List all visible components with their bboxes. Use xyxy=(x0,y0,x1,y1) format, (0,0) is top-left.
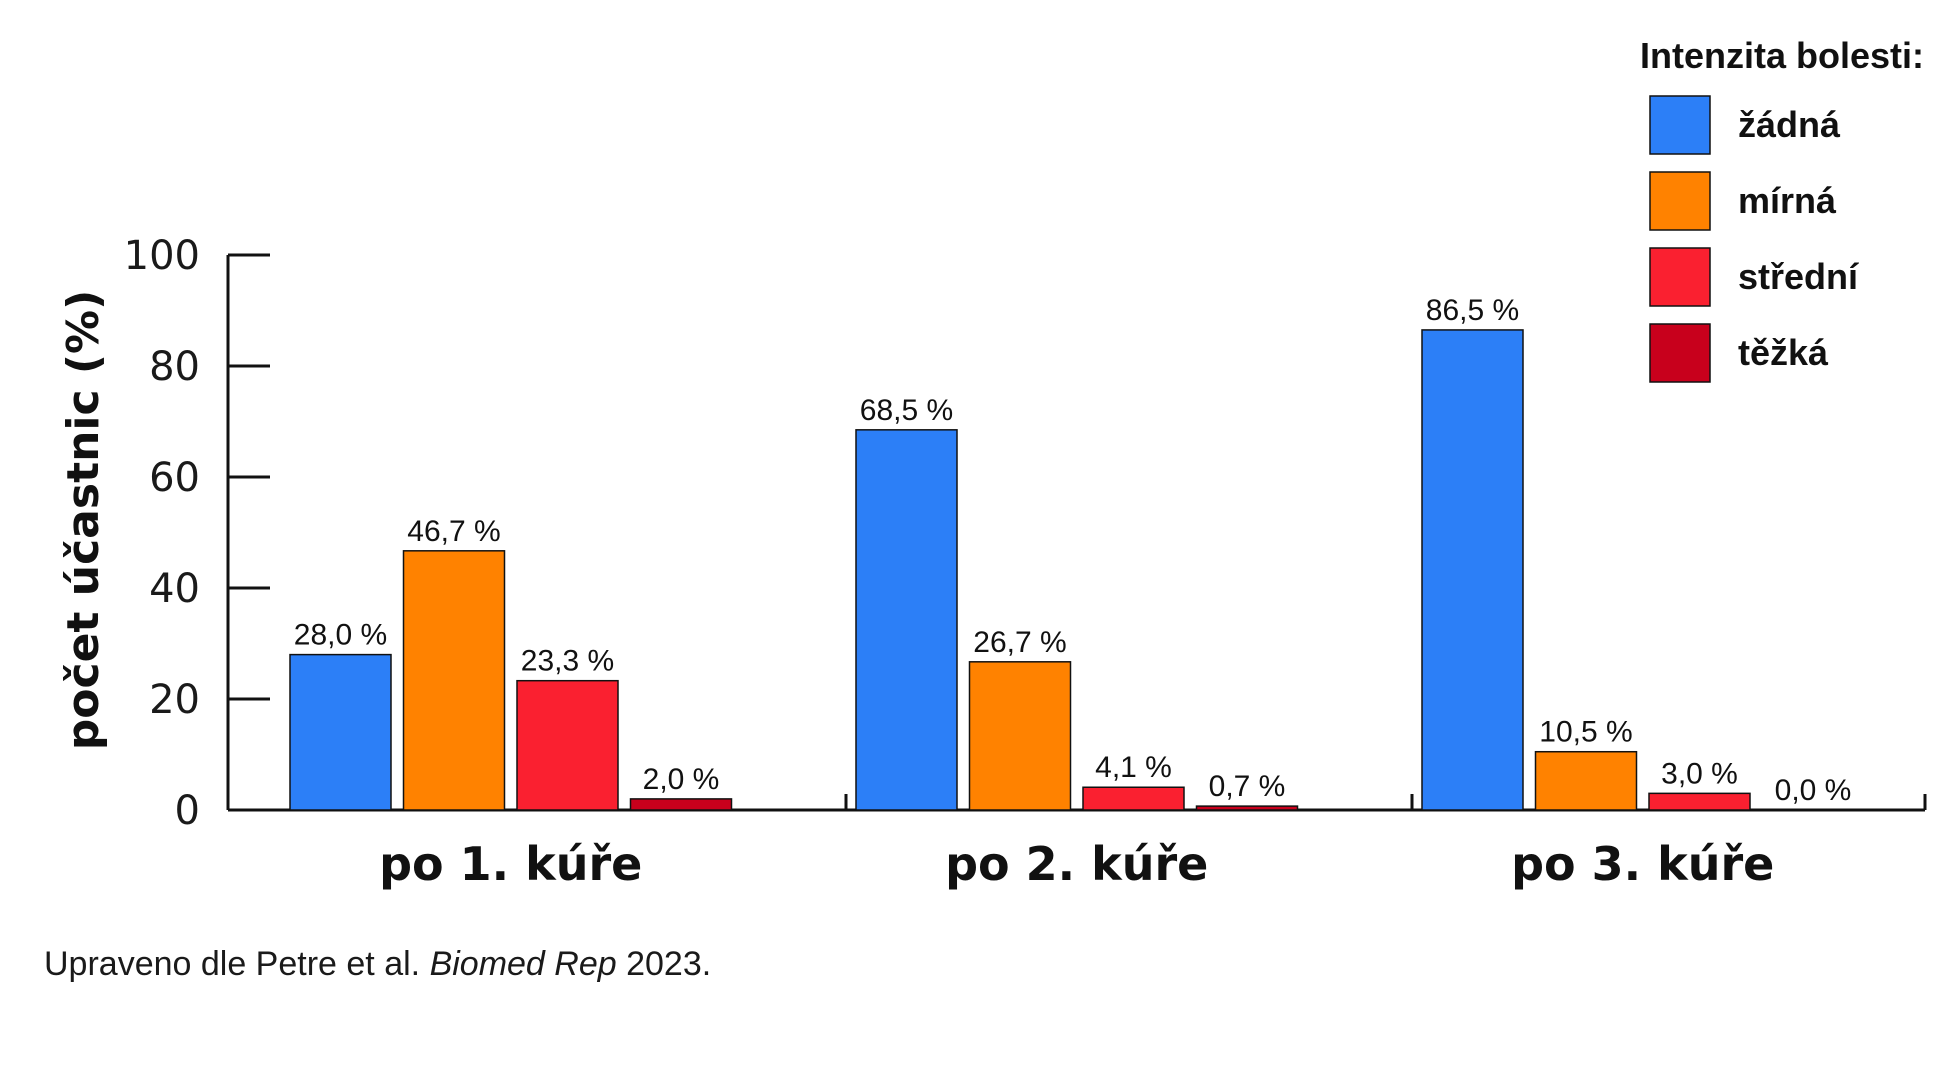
bar-value-label: 68,5 % xyxy=(860,394,953,427)
bar xyxy=(1648,792,1751,811)
legend-swatch xyxy=(1649,95,1711,155)
bar xyxy=(1534,750,1638,811)
bar-value-label: 10,5 % xyxy=(1539,716,1632,749)
y-tick-label: 20 xyxy=(149,677,200,723)
bar-value-label: 4,1 % xyxy=(1095,751,1172,784)
source-citation: Upraveno dle Petre et al. Biomed Rep 202… xyxy=(44,945,711,984)
legend-label: střední xyxy=(1738,256,1859,297)
bar xyxy=(855,429,958,811)
bar-value-label: 3,0 % xyxy=(1661,757,1738,790)
x-category-label: po 3. kúře xyxy=(1511,837,1774,891)
legend-title: Intenzita bolesti: xyxy=(1640,35,1924,76)
legend: Intenzita bolesti: žádná mírná střední těžk… xyxy=(1640,35,1924,383)
bars xyxy=(289,329,1751,811)
y-tick-label: 100 xyxy=(124,233,200,279)
y-tick-label: 80 xyxy=(149,344,200,390)
source-suffix: 2023. xyxy=(616,945,712,983)
axes: 0 20 40 60 80 100 xyxy=(124,233,1927,834)
bar-value-label: 0,7 % xyxy=(1209,770,1286,803)
bar-value-label: 26,7 % xyxy=(973,626,1066,659)
source-prefix: Upraveno dle Petre et al. xyxy=(44,945,430,983)
bar-value-label: 86,5 % xyxy=(1426,294,1519,327)
x-category-label: po 1. kúře xyxy=(379,837,642,891)
bar xyxy=(402,550,506,811)
legend-label: mírná xyxy=(1738,180,1837,221)
bar-value-label: 2,0 % xyxy=(643,763,720,796)
bar xyxy=(1082,786,1185,811)
bar xyxy=(629,798,733,811)
y-tick-label: 40 xyxy=(149,566,200,612)
bar xyxy=(516,679,619,811)
x-category-label: po 2. kúře xyxy=(945,837,1208,891)
legend-label: těžká xyxy=(1738,332,1829,373)
y-axis-label: počet účastnic (%) xyxy=(58,290,109,750)
y-tick-label: 0 xyxy=(175,788,200,834)
bar xyxy=(1421,329,1524,811)
data-labels: 28,0 % 46,7 % 23,3 % 2,0 % po 1. kúře 68,5 % 2… xyxy=(294,294,1852,891)
bar-value-label: 0,0 % xyxy=(1775,774,1852,807)
bar-value-label: 46,7 % xyxy=(407,515,500,548)
bar-value-label: 28,0 % xyxy=(294,619,387,652)
legend-swatch xyxy=(1649,171,1711,231)
bar xyxy=(289,653,392,811)
legend-swatch xyxy=(1649,247,1711,307)
y-tick-label: 60 xyxy=(149,455,200,501)
legend-label: žádná xyxy=(1738,104,1841,145)
bar xyxy=(1195,805,1299,811)
legend-swatch xyxy=(1649,323,1711,383)
source-journal: Biomed Rep xyxy=(429,945,617,983)
bar xyxy=(968,661,1072,811)
bar-value-label: 23,3 % xyxy=(521,645,614,678)
